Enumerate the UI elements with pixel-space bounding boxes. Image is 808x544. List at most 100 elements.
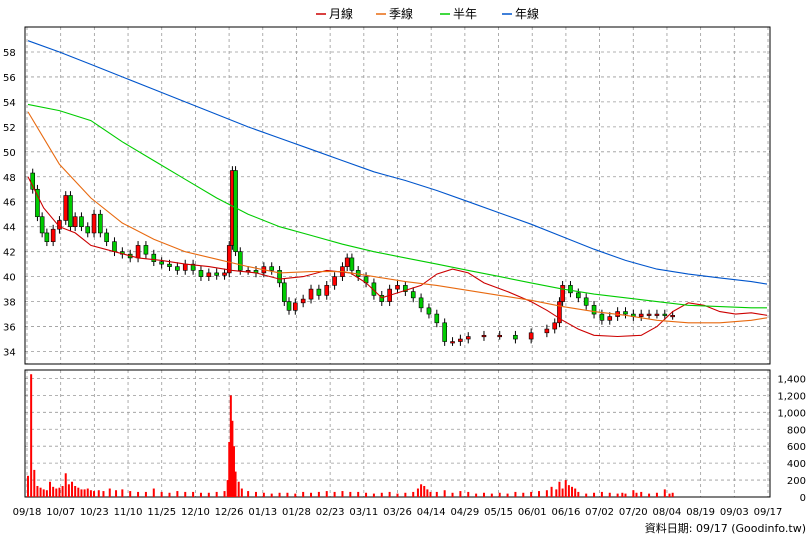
volume-bar bbox=[152, 488, 155, 497]
date-tick-label: 07/02 bbox=[585, 507, 614, 518]
volume-bar bbox=[482, 492, 485, 497]
candle-body bbox=[159, 261, 164, 265]
candle-body bbox=[281, 282, 287, 302]
price-candles bbox=[30, 166, 675, 346]
legend-label: 季線 bbox=[389, 6, 413, 21]
volume-bar bbox=[388, 491, 391, 497]
candle-body bbox=[316, 288, 322, 296]
price-tick-label: 54 bbox=[3, 98, 16, 109]
candle-body bbox=[568, 285, 573, 294]
volume-bar bbox=[64, 473, 67, 497]
candle-body bbox=[182, 263, 188, 271]
candle-body bbox=[135, 245, 141, 259]
volume-bar bbox=[624, 493, 627, 497]
volume-bar bbox=[550, 486, 553, 497]
volume-bar bbox=[184, 491, 187, 497]
volume-bar bbox=[498, 492, 501, 497]
volume-bar bbox=[144, 491, 147, 497]
volume-tick-label: 1,000 bbox=[777, 408, 806, 419]
volume-bar bbox=[668, 493, 671, 497]
volume-bar bbox=[416, 488, 419, 497]
volume-bar bbox=[585, 493, 588, 497]
candle-body bbox=[442, 322, 447, 342]
candle-body bbox=[50, 228, 56, 242]
date-tick-label: 09/03 bbox=[720, 507, 749, 518]
legend-label: 月線 bbox=[329, 6, 353, 21]
volume-bar bbox=[555, 489, 558, 497]
date-tick-label: 11/10 bbox=[114, 507, 143, 518]
volume-bar bbox=[451, 492, 454, 497]
legend-label: 年線 bbox=[515, 6, 539, 21]
date-tick-label: 08/19 bbox=[686, 507, 715, 518]
candle-body bbox=[214, 272, 219, 276]
candle-body bbox=[458, 338, 463, 342]
volume-bar bbox=[506, 493, 509, 497]
date-tick-label: 02/23 bbox=[316, 507, 345, 518]
candle-body bbox=[143, 245, 149, 255]
volume-bar bbox=[286, 492, 289, 497]
candle-body bbox=[497, 334, 503, 338]
volume-bar bbox=[121, 489, 124, 497]
candle-body bbox=[638, 313, 644, 317]
candle-body bbox=[91, 213, 97, 234]
candle-body bbox=[277, 270, 282, 284]
candle-body bbox=[465, 336, 471, 340]
candle-body bbox=[576, 292, 581, 299]
volume-bar bbox=[632, 490, 635, 497]
candle-body bbox=[591, 305, 597, 315]
volume-bar bbox=[192, 491, 195, 497]
volume-bar bbox=[621, 492, 624, 497]
price-tick-label: 46 bbox=[3, 198, 16, 209]
price-tick-label: 50 bbox=[3, 148, 16, 159]
volume-bar bbox=[74, 485, 77, 497]
date-tick-label: 09/18 bbox=[13, 507, 42, 518]
volume-bar bbox=[567, 485, 570, 497]
date-tick-label: 01/28 bbox=[282, 507, 311, 518]
volume-bar bbox=[608, 492, 611, 497]
volume-bar bbox=[577, 491, 580, 497]
volume-bar bbox=[49, 481, 52, 497]
volume-bar bbox=[61, 485, 64, 497]
volume-bar bbox=[55, 488, 58, 497]
candle-body bbox=[654, 313, 660, 316]
candle-body bbox=[557, 301, 562, 324]
date-tick-label: 04/14 bbox=[417, 507, 446, 518]
volume-bar bbox=[635, 492, 638, 497]
volume-bar bbox=[310, 492, 313, 497]
candle-body bbox=[410, 291, 416, 299]
volume-tick-label: 1,400 bbox=[777, 374, 806, 385]
candle-body bbox=[175, 266, 180, 271]
volume-bar bbox=[45, 490, 48, 497]
ma-line bbox=[27, 111, 768, 324]
candle-body bbox=[426, 307, 432, 315]
date-tick-label: 11/25 bbox=[147, 507, 176, 518]
volume-bar bbox=[640, 491, 643, 497]
volume-bar bbox=[71, 481, 74, 497]
volume-bar bbox=[420, 484, 423, 497]
candle-body bbox=[286, 301, 292, 311]
volume-bar bbox=[600, 491, 603, 497]
volume-bar bbox=[97, 490, 100, 497]
candle-body bbox=[98, 213, 103, 234]
candle-body bbox=[198, 270, 204, 277]
volume-bar bbox=[199, 492, 202, 497]
volume-tick-label: 1,200 bbox=[777, 391, 806, 402]
volume-bar bbox=[115, 490, 118, 497]
price-tick-label: 42 bbox=[3, 248, 16, 259]
date-tick-label: 03/26 bbox=[383, 507, 412, 518]
volume-bar bbox=[655, 492, 658, 497]
date-tick-label: 06/16 bbox=[551, 507, 580, 518]
volume-bar bbox=[514, 491, 517, 497]
candle-body bbox=[349, 257, 355, 271]
volume-bar bbox=[423, 485, 426, 497]
candle-body bbox=[226, 245, 232, 274]
volume-bar bbox=[443, 490, 446, 497]
candle-body bbox=[560, 285, 565, 302]
volume-bar bbox=[223, 491, 226, 497]
candle-body bbox=[269, 266, 275, 271]
volume-bar bbox=[215, 491, 218, 497]
candle-body bbox=[44, 232, 50, 242]
volume-bar bbox=[27, 475, 29, 497]
candle-body bbox=[308, 288, 314, 300]
volume-tick-label: 600 bbox=[787, 442, 806, 453]
